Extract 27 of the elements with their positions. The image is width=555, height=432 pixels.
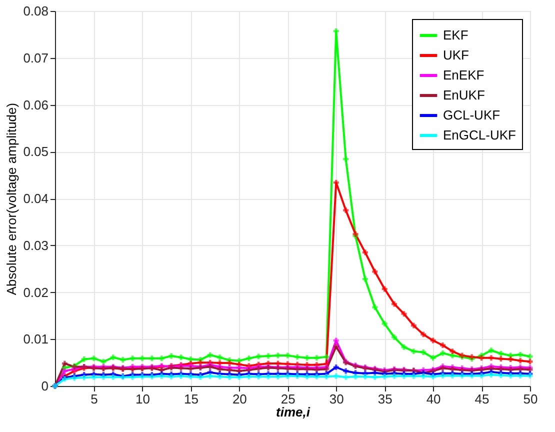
y-tick-label: 0.07 <box>23 50 48 66</box>
y-tick-label: 0.05 <box>23 144 48 160</box>
legend-label: EnUKF <box>443 88 485 102</box>
y-tick-label: 0.01 <box>23 332 48 347</box>
y-tick-label: 0.02 <box>23 284 48 300</box>
x-tick-label: 5 <box>90 392 98 406</box>
y-tick-label: 0.04 <box>23 191 48 206</box>
legend-label: UKF <box>443 48 470 62</box>
legend-label: EnGCL-UKF <box>443 128 516 142</box>
y-axis-title: Absolute error(voltage amplitude) <box>4 102 20 296</box>
legend-label: GCL-UKF <box>443 108 500 122</box>
x-tick-label: 20 <box>232 392 247 406</box>
y-tick-label: 0.08 <box>23 4 48 18</box>
x-tick-label: 50 <box>523 392 538 406</box>
x-tick-label: 40 <box>426 392 441 406</box>
legend-label: EnEKF <box>443 68 484 82</box>
x-tick-label: 15 <box>184 392 198 406</box>
y-tick-label: 0 <box>41 378 48 394</box>
x-tick-label: 10 <box>136 392 150 406</box>
legend-label: EKF <box>443 28 468 42</box>
y-tick-label: 0.06 <box>23 97 48 112</box>
y-tick-label: 0.03 <box>23 238 48 253</box>
x-tick-label: 30 <box>329 392 344 406</box>
x-tick-label: 25 <box>280 392 296 406</box>
x-axis-title: time,i <box>276 404 310 420</box>
x-tick-label: 35 <box>378 392 392 406</box>
x-tick-label: 45 <box>474 392 490 406</box>
